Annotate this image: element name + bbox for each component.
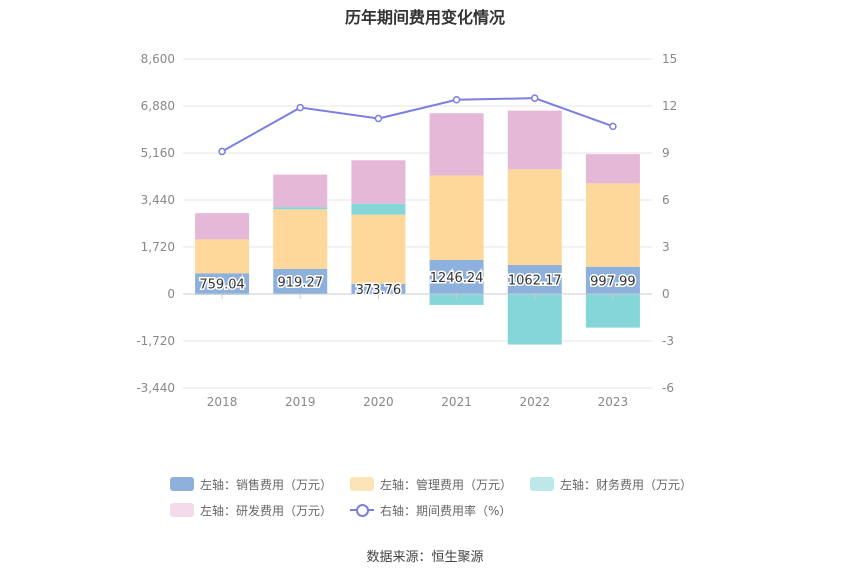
- x-tick-label: 2022: [519, 395, 550, 409]
- data-label-sales: 1246.24: [430, 271, 484, 286]
- data-labels: 759.04 919.27 373.76 1246.24 1062.17 997.99: [198, 269, 637, 299]
- bar-finance-2021: [429, 294, 484, 305]
- bar-sales-2020: [351, 283, 406, 294]
- bar-sales-2022: [507, 264, 562, 294]
- left-axis-ticks: 8,600 6,880 5,160 3,440 1,720 0 -1,720 -3,440: [136, 52, 175, 395]
- rate-line: [218, 94, 617, 156]
- data-label-sales: 1062.17: [508, 273, 562, 288]
- x-tick-label: 2018: [207, 395, 238, 409]
- data-label-sales: 373.76: [356, 283, 402, 298]
- legend-item-finance[interactable]: 左轴：财务费用（万元）: [530, 476, 692, 493]
- legend-row-2: 左轴：研发费用（万元） 右轴：期间费用率（%）: [170, 497, 690, 523]
- chart-title: 历年期间费用变化情况: [344, 8, 505, 27]
- bar-finance-2022: [507, 294, 562, 345]
- legend-swatch-sales: [170, 477, 194, 491]
- left-tick-label: -1,720: [136, 334, 175, 348]
- legend: 左轴：销售费用（万元） 左轴：管理费用（万元） 左轴：财务费用（万元） 左轴：研…: [170, 471, 692, 523]
- legend-label-admin: 左轴：管理费用（万元）: [380, 477, 513, 492]
- bar-rd-2022: [507, 110, 562, 170]
- legend-item-admin[interactable]: 左轴：管理费用（万元）: [350, 476, 512, 493]
- legend-swatch-finance: [530, 477, 555, 491]
- legend-label-finance: 左轴：财务费用（万元）: [560, 477, 693, 492]
- right-tick-label: 0: [662, 287, 670, 301]
- rate-point: [609, 122, 617, 131]
- legend-item-rate[interactable]: 右轴：期间费用率（%）: [350, 502, 511, 519]
- rate-point: [374, 114, 383, 123]
- left-tick-label: 0: [167, 287, 175, 301]
- bar-sales-2019: [273, 268, 328, 294]
- bar-finance-2020: [351, 203, 406, 215]
- right-tick-label: -3: [662, 334, 674, 348]
- bar-rd-2018: [195, 213, 250, 240]
- legend-item-rd[interactable]: 左轴：研发费用（万元）: [170, 502, 332, 519]
- data-label-sales: 919.27: [278, 275, 324, 290]
- bar-admin-2022: [507, 169, 562, 265]
- rate-point: [296, 103, 304, 112]
- right-axis-ticks: 15 12 9 6 3 0 -3 -6: [662, 52, 677, 395]
- right-tick-label: 15: [662, 52, 677, 66]
- left-tick-label: -3,440: [136, 381, 175, 395]
- bar-admin-2021: [429, 175, 484, 260]
- legend-swatch-rate-icon: [350, 503, 375, 517]
- legend-swatch-rd: [170, 503, 194, 517]
- bar-rd-2023: [585, 154, 640, 184]
- bar-finance-2023: [585, 294, 640, 328]
- bar-sales-2018: [195, 273, 250, 294]
- right-tick-label: -6: [662, 381, 674, 395]
- legend-row-1: 左轴：销售费用（万元） 左轴：管理费用（万元） 左轴：财务费用（万元）: [170, 471, 692, 497]
- bar-sales-2021: [429, 259, 484, 294]
- legend-label-rate: 右轴：期间费用率（%）: [380, 503, 512, 518]
- bar-finance-2019: [273, 207, 328, 210]
- bar-admin-2020: [351, 214, 406, 284]
- legend-item-sales[interactable]: 左轴：销售费用（万元）: [170, 476, 332, 493]
- left-tick-label: 6,880: [141, 99, 175, 113]
- bar-admin-2019: [273, 209, 328, 269]
- legend-label-sales: 左轴：销售费用（万元）: [200, 477, 333, 492]
- bar-admin-2023: [585, 183, 640, 267]
- right-tick-label: 9: [662, 146, 670, 160]
- legend-label-rd: 左轴：研发费用（万元）: [200, 503, 333, 518]
- rate-point: [452, 95, 461, 104]
- bar-sales-2023: [585, 266, 640, 294]
- data-label-sales: 759.04: [199, 278, 245, 293]
- left-tick-label: 5,160: [141, 146, 175, 160]
- rate-point: [218, 147, 226, 156]
- legend-swatch-admin: [350, 477, 375, 491]
- x-tick-label: 2021: [441, 395, 472, 409]
- x-axis: 2018 2019 2020 2021 2022 2023: [183, 293, 652, 409]
- bar-admin-2018: [195, 239, 250, 274]
- rate-point: [531, 94, 539, 102]
- right-tick-label: 12: [662, 99, 677, 113]
- left-tick-label: 3,440: [141, 193, 175, 207]
- x-tick-label: 2023: [598, 395, 629, 409]
- x-tick-label: 2019: [285, 395, 316, 409]
- left-tick-label: 8,600: [141, 52, 175, 66]
- bar-rd-2020: [351, 160, 406, 204]
- right-tick-label: 3: [662, 240, 670, 254]
- x-tick-label: 2020: [363, 395, 394, 409]
- grid-lines: [183, 58, 652, 389]
- right-tick-label: 6: [662, 193, 670, 207]
- left-tick-label: 1,720: [141, 240, 175, 254]
- data-label-sales: 997.99: [590, 274, 636, 289]
- bars: [195, 110, 640, 345]
- source-note: 数据来源：恒生聚源: [366, 550, 484, 565]
- bar-rd-2019: [273, 174, 328, 208]
- rate-line-path: [221, 97, 614, 153]
- bar-rd-2021: [429, 113, 484, 176]
